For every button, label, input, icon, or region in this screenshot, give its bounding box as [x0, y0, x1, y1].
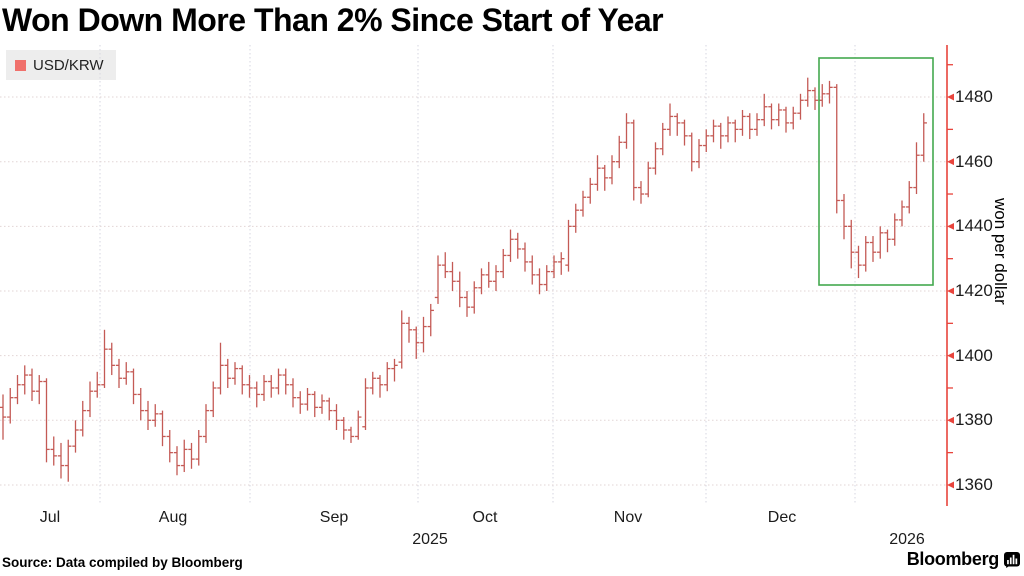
y-tick-label: 1480 — [955, 87, 993, 107]
x-month-label: Dec — [767, 509, 797, 526]
y-tick-label: 1400 — [955, 345, 993, 365]
bloomberg-icon — [1004, 551, 1020, 568]
x-month-label: Oct — [472, 509, 498, 526]
y-tick-label: 1440 — [955, 216, 993, 236]
x-year-label: 2026 — [889, 531, 925, 548]
y-tick-label: 1380 — [955, 410, 993, 430]
legend: USD/KRW — [6, 50, 116, 80]
bloomberg-wordmark: Bloomberg — [906, 549, 1000, 569]
bloomberg-logo: Bloomberg — [907, 549, 1020, 570]
x-month-label: Aug — [158, 509, 188, 526]
source-note: Source: Data compiled by Bloomberg — [2, 555, 243, 570]
x-month-label: Sep — [319, 509, 349, 526]
legend-swatch-icon — [15, 59, 26, 71]
y-tick-label: 1460 — [955, 151, 993, 171]
y-tick-label: 1420 — [955, 281, 993, 300]
x-year-label: 2025 — [412, 531, 448, 548]
chart-title: Won Down More Than 2% Since Start of Yea… — [2, 2, 664, 38]
y-tick-label: 1360 — [955, 474, 993, 494]
x-month-label: Nov — [613, 509, 643, 526]
y-axis-title: won per dollar — [991, 198, 1010, 305]
legend-label: USD/KRW — [33, 56, 104, 74]
x-month-label: Jul — [39, 509, 61, 526]
